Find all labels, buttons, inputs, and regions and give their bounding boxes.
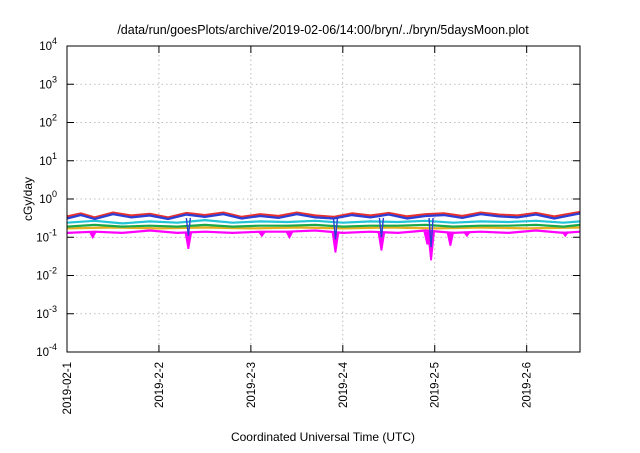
y-tick-label: 103 bbox=[39, 74, 57, 91]
y-tick-label: 102 bbox=[39, 113, 57, 130]
series-layer bbox=[66, 210, 581, 261]
dip-spike bbox=[285, 231, 294, 240]
dip-spike bbox=[446, 231, 455, 246]
series-line bbox=[66, 226, 581, 230]
y-tick-label: 101 bbox=[39, 151, 57, 168]
dip-spike-echo bbox=[428, 217, 434, 248]
dip-spike bbox=[561, 231, 570, 238]
dip-spike bbox=[184, 231, 193, 249]
dip-spike bbox=[331, 231, 340, 253]
dip-spike bbox=[258, 231, 266, 238]
series-line bbox=[66, 223, 581, 228]
dip-spike-echo bbox=[378, 217, 385, 238]
dip-spike bbox=[463, 231, 471, 238]
ticks: 10-4 10-3 10-2 10-1 100 101 102 103 104 2019-02-1… bbox=[36, 36, 580, 414]
chart-title: /data/run/goesPlots/archive/2019-02-06/1… bbox=[117, 23, 529, 37]
y-tick-label: 10-2 bbox=[36, 266, 57, 283]
series-line bbox=[66, 210, 581, 219]
x-tick-label: 2019-02-1 bbox=[62, 362, 74, 414]
x-tick-label: 2019-2-4 bbox=[338, 361, 350, 408]
series-line bbox=[66, 212, 581, 221]
grid bbox=[67, 46, 580, 352]
x-tick-label: 2019-2-2 bbox=[154, 362, 166, 408]
dip-spike bbox=[88, 231, 97, 240]
dip-spike bbox=[377, 231, 386, 251]
series-line bbox=[66, 229, 581, 234]
dip-spike-echo bbox=[332, 217, 339, 240]
y-tick-label: 10-3 bbox=[36, 304, 57, 321]
y-tick-label: 10-4 bbox=[36, 342, 57, 359]
x-tick-label: 2019-2-3 bbox=[246, 362, 258, 408]
y-tick-label: 104 bbox=[39, 36, 57, 53]
dip-spike-echo bbox=[185, 217, 192, 236]
series-line bbox=[66, 219, 581, 225]
x-tick-label: 2019-2-6 bbox=[522, 362, 534, 408]
y-tick-label: 10-1 bbox=[36, 227, 57, 244]
x-tick-label: 2019-2-5 bbox=[430, 362, 442, 408]
y-axis-label: cGy/day bbox=[21, 177, 35, 221]
y-tick-label: 100 bbox=[39, 189, 57, 206]
x-axis-label: Coordinated Universal Time (UTC) bbox=[231, 430, 415, 444]
